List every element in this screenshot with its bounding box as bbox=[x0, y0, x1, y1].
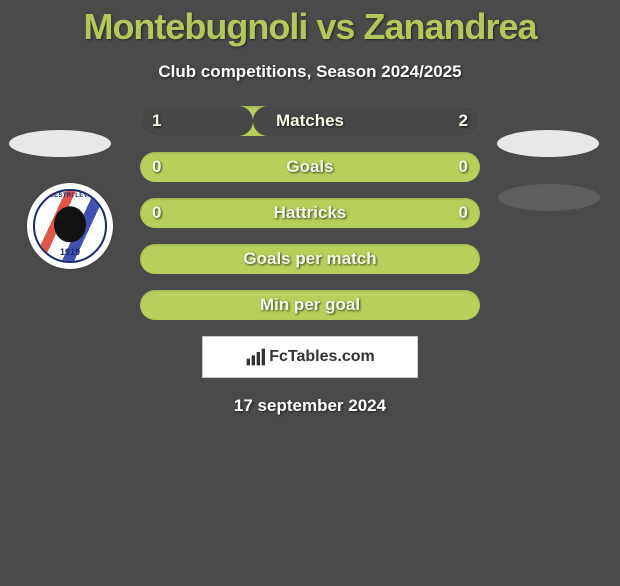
stat-row: Hattricks0 0 bbox=[0, 198, 620, 228]
stat-row: Goals0 0 bbox=[0, 152, 620, 182]
infographic-date: 17 september 2024 bbox=[0, 396, 620, 416]
bar-chart-icon bbox=[245, 347, 265, 367]
stat-label: Hattricks bbox=[140, 198, 480, 228]
comparison-chart: Matches12Goals00Hattricks00Goals per mat… bbox=[0, 106, 620, 320]
stat-track: Goals0 0 bbox=[140, 152, 480, 182]
stat-label: Goals per match bbox=[140, 244, 480, 274]
stat-track: Matches1 2 bbox=[140, 106, 480, 136]
stat-row: Min per goal bbox=[0, 290, 620, 320]
page-title: Montebugnoli vs Zanandrea bbox=[0, 6, 620, 48]
stat-row: Goals per match bbox=[0, 244, 620, 274]
stat-value-right: 0 bbox=[459, 152, 468, 182]
brand-box[interactable]: FcTables.com bbox=[202, 336, 418, 378]
player-right-name: Zanandrea bbox=[363, 6, 536, 47]
brand-label: FcTables.com bbox=[269, 348, 375, 366]
stat-value-left: 0 bbox=[152, 198, 161, 228]
stat-value-left: 0 bbox=[152, 152, 161, 182]
stat-row: Matches1 2 bbox=[0, 106, 620, 136]
stat-value-right: 0 bbox=[459, 198, 468, 228]
stat-track: Hattricks0 0 bbox=[140, 198, 480, 228]
stat-label: Min per goal bbox=[140, 290, 480, 320]
title-vs: vs bbox=[316, 6, 354, 47]
stat-value-right: 2 bbox=[459, 106, 468, 136]
stat-track: Min per goal bbox=[140, 290, 480, 320]
player-left-name: Montebugnoli bbox=[83, 6, 307, 47]
stat-label: Goals bbox=[140, 152, 480, 182]
stat-track: Goals per match bbox=[140, 244, 480, 274]
subtitle: Club competitions, Season 2024/2025 bbox=[0, 62, 620, 82]
stat-value-left: 1 bbox=[152, 106, 161, 136]
stat-label: Matches bbox=[140, 106, 480, 136]
